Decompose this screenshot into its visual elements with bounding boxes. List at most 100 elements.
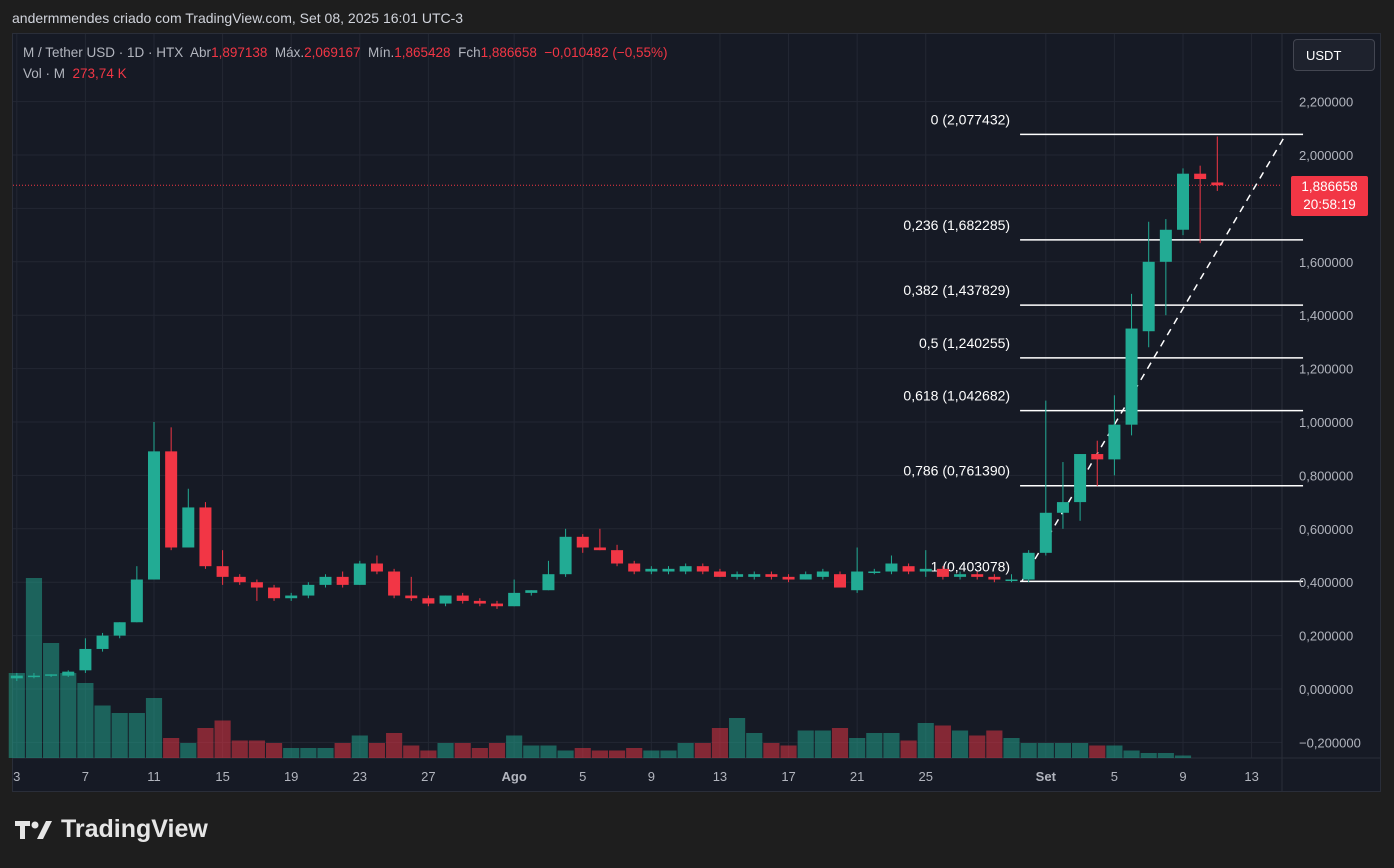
volume-bar (694, 743, 711, 758)
volume-bar (265, 743, 283, 758)
fib-level-label: 0,618 (1,042682) (903, 388, 1010, 404)
candle (216, 550, 229, 585)
time-axis-label: 7 (82, 769, 89, 784)
candle-body (851, 571, 864, 591)
tradingview-logo-icon (15, 820, 52, 839)
candle (971, 571, 984, 580)
time-axis-label: 13 (713, 769, 727, 784)
volume-bar (334, 743, 351, 758)
volume-bar (917, 723, 934, 758)
price-axis-label: 0,400000 (1299, 575, 1353, 590)
candle-body (1159, 229, 1172, 262)
volume-bar (25, 578, 43, 758)
volume-bar (540, 745, 557, 758)
volume-label[interactable]: Vol · M (23, 66, 66, 81)
candle (1159, 219, 1172, 316)
volume-bar (900, 740, 917, 758)
candle-body (525, 590, 538, 593)
candle (10, 672, 23, 681)
brand-name: TradingView (61, 815, 208, 843)
ohlc-legend: M / Tether USD · 1D · HTX Abr1,897138 Má… (23, 45, 668, 60)
candle-body (165, 451, 178, 548)
close-label: Fch (458, 45, 481, 60)
change-value: −0,010482 (−0,55%) (544, 45, 668, 60)
candle-body (456, 595, 469, 601)
candle-body (302, 584, 315, 596)
chart-frame[interactable] (12, 33, 1381, 792)
candle (388, 568, 401, 599)
candle (902, 563, 915, 575)
tradingview-logo[interactable]: TradingView (15, 815, 208, 844)
candle (268, 584, 281, 601)
volume-bar (351, 735, 368, 758)
candle (799, 571, 812, 580)
candle-body (1074, 454, 1087, 503)
candle (96, 632, 109, 652)
volume-bar (643, 750, 660, 758)
candle (1177, 168, 1189, 236)
candle-body (336, 576, 349, 585)
volume-bar (814, 730, 831, 758)
fib-level-label: 1 (0,403078) (931, 558, 1010, 574)
candle-body (422, 598, 435, 604)
candle (27, 672, 40, 679)
candle-body (645, 568, 658, 572)
candle-body (62, 671, 75, 676)
candle-body (216, 566, 229, 577)
candle-body (628, 563, 641, 572)
candle-body (353, 563, 366, 585)
candle (1211, 136, 1224, 191)
candle-body (96, 635, 109, 649)
candle (834, 571, 846, 588)
volume-bar (660, 750, 677, 758)
time-axis-label: 13 (1244, 769, 1258, 784)
time-axis-label: 21 (850, 769, 864, 784)
volume-bar (488, 743, 506, 758)
bar-countdown: 20:58:19 (1303, 197, 1356, 212)
volume-bar (1140, 753, 1157, 758)
candle (1194, 165, 1207, 244)
candle (79, 638, 92, 673)
candle-body (611, 550, 624, 564)
candle-body (27, 675, 40, 678)
candle-body (696, 566, 709, 572)
candle-body (662, 568, 675, 572)
time-axis-label: 23 (353, 769, 367, 784)
volume-bars (8, 578, 1192, 758)
candle-body (268, 587, 281, 599)
candle-body (79, 648, 92, 671)
candle (731, 571, 744, 580)
volume-bar (231, 740, 248, 758)
low-label: Mín. (367, 45, 395, 60)
candle-body (491, 603, 503, 607)
candle-body (919, 568, 932, 572)
candle-body (319, 576, 332, 585)
candle (182, 488, 195, 548)
candle (885, 555, 898, 575)
currency-button[interactable]: USDT (1293, 39, 1375, 71)
candle-body (988, 576, 1001, 580)
time-axis-label: 11 (147, 769, 161, 784)
candle-body (1005, 579, 1018, 582)
price-axis-label: −0,200000 (1299, 735, 1361, 750)
symbol-label[interactable]: M / Tether USD · 1D · HTX (23, 45, 184, 60)
candle-body (439, 595, 452, 604)
volume-bar (557, 750, 574, 758)
volume-bar (934, 725, 951, 758)
volume-bar (77, 683, 94, 758)
candle (456, 592, 469, 604)
candle (611, 544, 624, 567)
fib-level-label: 0,236 (1,682285) (903, 217, 1010, 233)
time-axis-label: Set (1036, 769, 1057, 784)
price-axis-label: 0,200000 (1299, 629, 1353, 644)
candle (148, 422, 160, 580)
candle-body (748, 574, 761, 577)
volume-bar (797, 730, 814, 758)
candle (765, 571, 778, 580)
candle (1125, 293, 1138, 436)
candle-body (1142, 261, 1155, 332)
candle-body (679, 566, 692, 572)
candle-body (542, 574, 555, 591)
last-price-value: 1,886658 (1301, 179, 1358, 194)
